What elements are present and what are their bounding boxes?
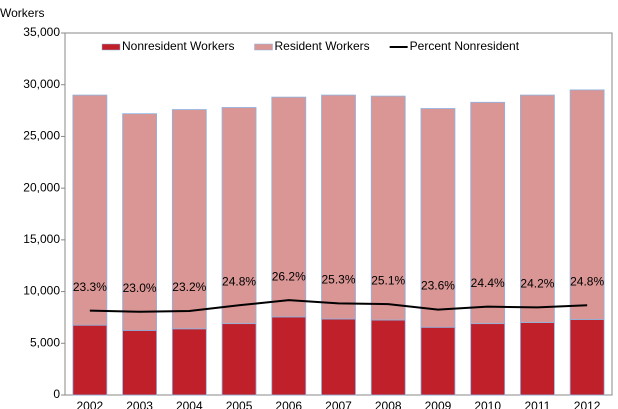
bar-segment: [569, 319, 605, 396]
data-label: 24.8%: [222, 274, 256, 288]
bar-segment: [470, 101, 506, 325]
bar-segment: [221, 107, 257, 325]
y-tick-label: 30,000: [23, 77, 60, 91]
bar-segment: [321, 94, 356, 320]
y-tick-label: 35,000: [23, 25, 60, 39]
bar-segment: [171, 328, 207, 396]
legend-label: Nonresident Workers: [122, 39, 235, 53]
bar-segment: [271, 96, 307, 318]
y-axis-label: Workers: [0, 6, 44, 20]
bar-segment: [520, 94, 555, 324]
data-label: 24.4%: [471, 276, 505, 290]
x-tick-label: 2009: [425, 399, 452, 409]
bar-segment: [520, 322, 555, 396]
data-label: 25.3%: [321, 273, 355, 287]
x-tick-label: 2011: [525, 399, 551, 409]
bar-segment: [72, 324, 108, 396]
x-tick-label: 2004: [176, 399, 203, 409]
y-tick-label: 15,000: [23, 232, 60, 246]
line: [89, 299, 588, 313]
y-tick-label: 0: [53, 387, 60, 401]
bar-segment: [420, 326, 456, 396]
data-label: 23.3%: [73, 280, 107, 294]
data-label: 26.2%: [272, 269, 306, 283]
x-tick-label: 2007: [325, 399, 352, 409]
legend-label: Resident Workers: [275, 39, 370, 53]
x-tick-label: 2012: [574, 399, 601, 409]
y-tick-label: 25,000: [23, 129, 60, 143]
bar-segment: [420, 108, 456, 328]
bar-segment: [321, 318, 356, 396]
x-tick-label: 2003: [126, 399, 153, 409]
bar-segment: [370, 95, 406, 321]
x-tick-label: 2006: [275, 399, 302, 409]
data-label: 23.2%: [172, 280, 206, 294]
y-tick-label: 5,000: [30, 335, 60, 349]
legend-swatch: [254, 43, 273, 51]
x-tick-label: 2005: [226, 399, 253, 409]
bar-segment: [122, 113, 157, 331]
y-tick-label: 10,000: [23, 284, 60, 298]
data-label: 24.8%: [570, 274, 604, 288]
bar-segment: [221, 323, 257, 396]
y-tick-label: 20,000: [23, 180, 60, 194]
legend-label: Percent Nonresident: [410, 39, 520, 53]
legend-swatch: [101, 43, 121, 51]
data-label: 25.1%: [371, 273, 405, 287]
x-tick-label: 2002: [77, 399, 104, 409]
x-tick-label: 2010: [474, 399, 501, 409]
data-label: 24.2%: [520, 277, 554, 291]
bar-segment: [72, 94, 108, 326]
bar-segment: [122, 329, 157, 396]
bar-segment: [171, 109, 207, 330]
bar-segment: [569, 89, 605, 320]
bar-segment: [470, 323, 506, 396]
x-tick-label: 2008: [375, 399, 402, 409]
bar-segment: [370, 319, 406, 396]
bar-segment: [271, 316, 307, 396]
data-label: 23.6%: [421, 279, 455, 293]
data-label: 23.0%: [123, 281, 157, 295]
